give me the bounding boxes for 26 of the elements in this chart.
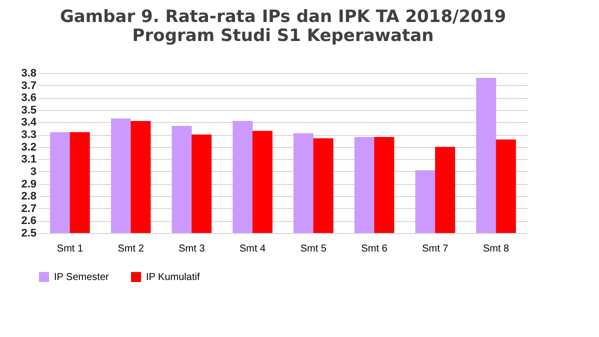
text: Program Studi S1 Keperawatan: [132, 26, 434, 46]
x-tick-label: Smt 6: [361, 244, 388, 254]
y-tick-label: 2.7: [21, 202, 36, 215]
x-tick-label: Smt 4: [240, 244, 266, 254]
y-tick-label: 3.1: [21, 154, 36, 166]
y-tick-label: 3.6: [21, 92, 36, 104]
text: Gambar 9. Rata-rata IPs dan IPK TA 2018/2019: [60, 7, 506, 27]
y-tick-label: 3.2: [21, 141, 36, 154]
x-tick-label: Smt 3: [178, 244, 206, 254]
x-tick-label: Smt 8: [482, 244, 510, 254]
y-tick-label: 3: [30, 166, 36, 178]
x-tick-label: Smt 2: [118, 244, 144, 254]
legend-label: IP Kumulatif: [146, 272, 200, 283]
y-tick-label: 2.5: [21, 228, 36, 240]
y-tick-label: 3.3: [21, 129, 36, 142]
y-tick-label: 3.4: [21, 116, 38, 129]
x-tick-label: Smt 5: [300, 244, 327, 254]
y-tick-label: 2.8: [21, 190, 36, 203]
x-tick-label: Smt 1: [56, 244, 84, 254]
y-tick-label: 2.9: [21, 178, 36, 190]
y-tick-label: 3.5: [21, 104, 36, 116]
y-tick-label: 3.7: [21, 80, 36, 92]
x-tick-label: Smt 7: [422, 244, 449, 254]
y-tick-label: 3.8: [21, 68, 36, 80]
y-tick-label: 2.6: [21, 215, 36, 228]
legend-label: IP Semester: [54, 272, 110, 283]
